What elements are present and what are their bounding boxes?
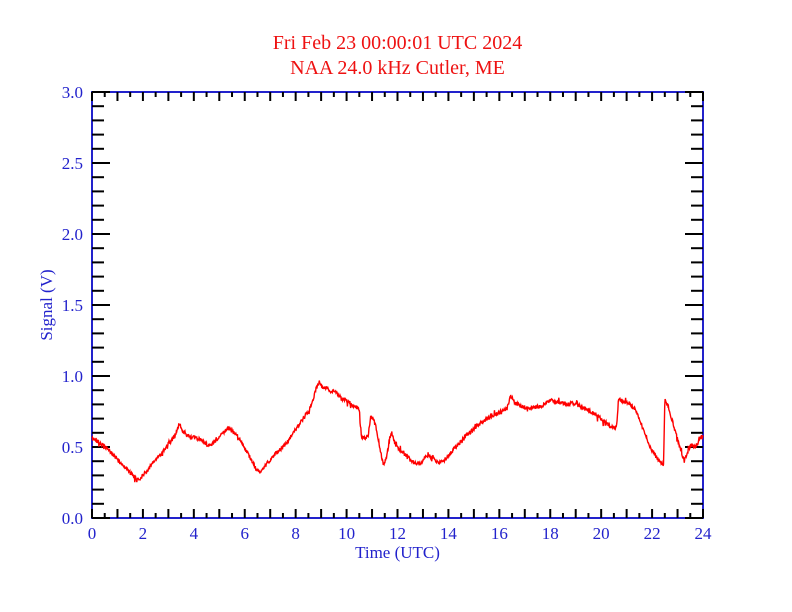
chart-title: Fri Feb 23 00:00:01 UTC 2024 NAA 24.0 kH… <box>92 31 703 81</box>
x-tick-label: 4 <box>190 524 199 543</box>
x-tick-label: 8 <box>291 524 300 543</box>
x-tick-label: 14 <box>440 524 458 543</box>
y-tick-label: 3.0 <box>62 83 83 102</box>
x-tick-label: 16 <box>491 524 508 543</box>
x-tick-label: 20 <box>593 524 610 543</box>
signal-trace <box>91 380 704 483</box>
x-tick-label: 10 <box>338 524 355 543</box>
x-tick-label: 22 <box>644 524 661 543</box>
x-axis-title: Time (UTC) <box>355 543 440 562</box>
x-tick-label: 2 <box>139 524 148 543</box>
x-tick-label: 6 <box>241 524 250 543</box>
y-tick-label: 2.0 <box>62 225 83 244</box>
x-tick-label: 0 <box>88 524 97 543</box>
chart-title-line1: Fri Feb 23 00:00:01 UTC 2024 <box>272 32 523 54</box>
y-tick-label: 0.5 <box>62 438 83 457</box>
y-tick-label: 1.0 <box>62 367 83 386</box>
x-tick-label: 12 <box>389 524 406 543</box>
chart-title-line2: NAA 24.0 kHz Cutler, ME <box>290 57 505 79</box>
y-tick-label: 0.0 <box>62 509 83 528</box>
x-tick-label: 18 <box>542 524 559 543</box>
x-tick-label: 24 <box>695 524 713 543</box>
y-tick-label: 2.5 <box>62 154 83 173</box>
plot-box <box>91 91 704 519</box>
y-axis-title: Signal (V) <box>37 269 56 341</box>
y-tick-label: 1.5 <box>62 296 83 315</box>
